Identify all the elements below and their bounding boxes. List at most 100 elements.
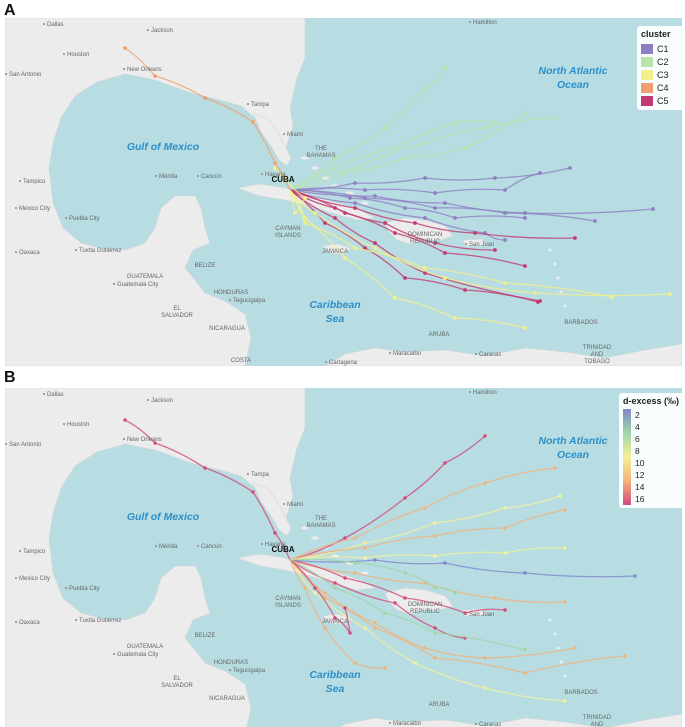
- dominican-label: REPUBLIC: [410, 609, 441, 615]
- city-dot: [389, 352, 391, 354]
- cuba-label: CUBA: [271, 545, 294, 554]
- city-dot: [113, 653, 115, 655]
- trajectory-point: [203, 466, 207, 470]
- city-label: Cancún: [201, 174, 222, 180]
- lesser-antilles-island: [553, 262, 557, 266]
- trajectory-point: [573, 646, 577, 650]
- trajectory-point: [443, 276, 447, 280]
- trajectory-point: [303, 221, 307, 225]
- trajectory-point: [453, 121, 457, 125]
- trajectory-point: [273, 531, 277, 535]
- trajectory-point: [573, 236, 577, 240]
- city-label: Maracaibo: [393, 721, 422, 727]
- city-label: New Orleans: [127, 67, 162, 73]
- trajectory-point: [538, 171, 542, 175]
- florida-landmass: [252, 482, 292, 537]
- trajectory-point: [523, 111, 527, 115]
- trajectory-point: [563, 508, 567, 512]
- trajectory-point: [203, 96, 207, 100]
- city-dot: [247, 103, 249, 105]
- ocean-label: Ocean: [557, 449, 589, 461]
- trajectory-point: [403, 276, 407, 280]
- trajectory-point: [343, 536, 347, 540]
- sea-label: Sea: [326, 313, 345, 325]
- caribbean-label: Caribbean: [309, 299, 360, 311]
- trajectory-point: [333, 581, 337, 585]
- map-panel-b[interactable]: Gulf of Mexico North Atlantic Ocean Caribbe…: [5, 388, 682, 727]
- city-dot: [15, 577, 17, 579]
- trajectory-point: [503, 526, 507, 530]
- el-salvador-label: EL: [173, 306, 181, 312]
- trajectory-point: [503, 608, 507, 612]
- d-excess-legend: d-excess (‰) 2 4 6 8 10 12 14 16: [619, 393, 682, 508]
- trajectory-point: [403, 206, 407, 210]
- city-label: Miami: [287, 502, 303, 508]
- belize-label: BELIZE: [195, 263, 216, 269]
- city-label: Puebla City: [69, 586, 100, 592]
- trajectory-point: [568, 166, 572, 170]
- city-label: Puebla City: [69, 216, 100, 222]
- city-dot: [63, 423, 65, 425]
- trajectory-point: [373, 621, 377, 625]
- trajectory-point: [558, 494, 562, 498]
- city-dot: [147, 29, 149, 31]
- bahamas-island: [301, 526, 309, 530]
- trajectory-point: [333, 206, 337, 210]
- el-salvador-label: SALVADOR: [161, 683, 193, 689]
- city-label: Mérida: [159, 544, 178, 550]
- colorbar-gradient: [623, 409, 631, 505]
- trajectory-point: [553, 466, 557, 470]
- city-dot: [155, 175, 157, 177]
- barbados-label: BARBADOS: [564, 320, 597, 326]
- city-label: Tuxtla Gutiérrez: [79, 248, 121, 254]
- trajectory-point: [493, 176, 497, 180]
- legend-item-c4: C4: [641, 81, 682, 94]
- trajectory-point: [383, 221, 387, 225]
- lesser-antilles-island: [559, 660, 563, 664]
- bahamas-label: THE: [315, 516, 327, 522]
- city-label: New Orleans: [127, 437, 162, 443]
- bahamas-label: THE: [315, 146, 327, 152]
- trajectory-point: [503, 281, 507, 285]
- trajectory-point: [453, 316, 457, 320]
- trajectory-point: [483, 481, 487, 485]
- city-label: Oaxaca: [19, 620, 40, 626]
- trajectory-point: [333, 616, 337, 620]
- trajectory-point: [353, 536, 357, 540]
- trajectory-line: [124, 419, 291, 561]
- el-salvador-label: EL: [173, 676, 181, 682]
- bahamas-island: [361, 571, 369, 575]
- trajectory-point: [413, 221, 417, 225]
- trajectory-point: [433, 554, 437, 558]
- bahamas-label: BAHAMAS: [306, 523, 335, 529]
- city-dot: [65, 217, 67, 219]
- cuba-label: CUBA: [271, 175, 294, 184]
- trajectory-point: [393, 601, 397, 605]
- trajectory-point: [503, 506, 507, 510]
- trajectory-point: [403, 596, 407, 600]
- trajectory-point: [633, 574, 637, 578]
- city-label: Hamilton: [473, 20, 497, 26]
- costa-label: COSTA: [231, 358, 251, 364]
- lesser-antilles-island: [548, 248, 552, 252]
- city-dot: [5, 73, 7, 75]
- legend-item-c1: C1: [641, 42, 682, 55]
- trajectory-line: [124, 47, 291, 191]
- trajectory-point: [123, 46, 127, 50]
- trajectory-point: [373, 558, 377, 562]
- city-dot: [197, 545, 199, 547]
- south-america-landmass: [339, 713, 682, 727]
- dominican-label: REPUBLIC: [410, 239, 441, 245]
- map-panel-a[interactable]: Gulf of Mexico North Atlantic Ocean Caribbe…: [5, 18, 682, 366]
- north-atlantic-label: North Atlantic: [538, 435, 607, 447]
- jamaica-label: JAMAICA: [322, 249, 348, 255]
- trajectory-point: [383, 666, 387, 670]
- city-dot: [283, 503, 285, 505]
- trajectory-point: [536, 300, 540, 304]
- legend-swatch: [641, 82, 653, 93]
- trajectory-point: [333, 166, 337, 170]
- ocean-label: Ocean: [557, 79, 589, 91]
- trajectory-point: [393, 231, 397, 235]
- honduras-label: HONDURAS: [214, 290, 248, 296]
- trajectory-point: [423, 86, 427, 90]
